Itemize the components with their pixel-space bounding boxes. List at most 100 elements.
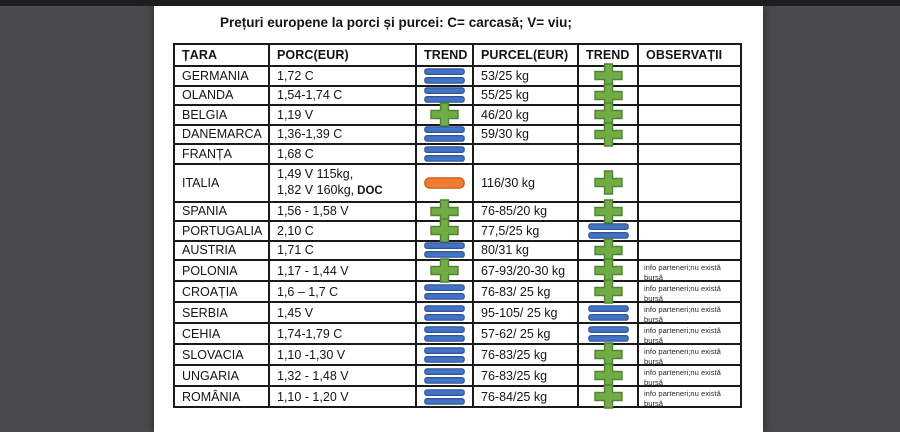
porc-trend-cell xyxy=(417,164,474,203)
header-label: PORC(EUR) xyxy=(277,48,349,62)
observations-cell: info parteneri;nu există bursă xyxy=(639,282,742,303)
trend-stable-icon xyxy=(424,388,465,405)
trend-stable-icon xyxy=(424,283,465,300)
porc-price: 2,10 C xyxy=(277,223,314,238)
porc-price: 1,10 -1,30 V xyxy=(277,347,346,362)
purcel-price: 116/30 kg xyxy=(481,175,535,190)
purcel-price-cell: 76-83/25 kg xyxy=(474,366,579,387)
porc-price-cell: 1,19 V xyxy=(270,106,417,126)
observations-cell xyxy=(639,241,742,261)
purcel-price: 59/30 kg xyxy=(481,127,529,142)
porc-trend-cell xyxy=(417,345,474,366)
country-name: CEHIA xyxy=(182,326,221,341)
porc-price-cell: 1,17 - 1,44 V xyxy=(270,261,417,282)
porc-price: 1,49 V 115kg, xyxy=(277,167,354,181)
porc-trend-cell xyxy=(417,387,474,408)
observations-cell: info parteneri;nu există bursă xyxy=(639,387,742,408)
porc-price: 1,54-1,74 C xyxy=(277,88,343,103)
observations-cell: info parteneri;nu există bursă xyxy=(639,303,742,324)
purcel-price-cell: 77,5/25 kg xyxy=(474,222,579,242)
porc-price: 1,10 - 1,20 V xyxy=(277,389,349,404)
purcel-price-cell: 95-105/ 25 kg xyxy=(474,303,579,324)
window-top-bar xyxy=(0,0,900,6)
country-name: FRANȚA xyxy=(182,146,232,161)
purcel-price: 76-83/ 25 kg xyxy=(481,284,551,299)
observations-cell: info parteneri;nu există bursă xyxy=(639,366,742,387)
porc-price-cell: 1,74-1,79 C xyxy=(270,324,417,345)
trend-stable-icon xyxy=(424,145,465,162)
observations-text: info parteneri;nu există bursă xyxy=(644,326,721,345)
porc-price-line2: 1,82 V 160kg, DOC xyxy=(277,182,383,199)
header-label: ȚARA xyxy=(182,48,218,62)
observations-text: info parteneri;nu există bursă xyxy=(644,263,721,282)
observations-text: info parteneri;nu există bursă xyxy=(644,284,721,303)
trend-stable-icon xyxy=(587,222,629,239)
porc-price: 1,6 – 1,7 C xyxy=(277,284,339,299)
header-observations: OBSERVAȚII xyxy=(639,45,742,67)
header-label: TREND xyxy=(586,48,630,62)
porc-price: 1,45 V xyxy=(277,305,314,320)
country-cell: BELGIA xyxy=(175,106,270,126)
porc-price: 1,72 C xyxy=(277,68,314,83)
purcel-price-cell: 116/30 kg xyxy=(474,164,579,203)
country-cell: CEHIA xyxy=(175,324,270,345)
porc-trend-cell xyxy=(417,125,474,145)
observations-cell: info parteneri;nu există bursă xyxy=(639,324,742,345)
observations-text: info parteneri;nu există bursă xyxy=(644,368,721,387)
porc-price-cell: 1,71 C xyxy=(270,241,417,261)
purcel-price: 67-93/20-30 kg xyxy=(481,263,566,278)
trend-down-icon xyxy=(424,176,465,189)
purcel-price: 80/31 kg xyxy=(481,243,529,258)
trend-stable-icon xyxy=(424,325,465,342)
porc-price: 1,56 - 1,58 V xyxy=(277,204,349,219)
observations-cell: info parteneri;nu există bursă xyxy=(639,345,742,366)
country-name: SLOVACIA xyxy=(182,347,244,362)
country-cell: PORTUGALIA xyxy=(175,222,270,242)
doc-label: DOC xyxy=(357,185,383,197)
observations-cell xyxy=(639,164,742,203)
porc-price-cell: 1,36-1,39 C xyxy=(270,125,417,145)
trend-stable-icon xyxy=(587,325,629,342)
porc-trend-cell xyxy=(417,324,474,345)
trend-stable-icon xyxy=(424,67,465,84)
trend-up-icon xyxy=(593,170,623,195)
country-cell: GERMANIA xyxy=(175,67,270,87)
porc-price-cell: 2,10 C xyxy=(270,222,417,242)
header-porc-trend: TREND xyxy=(417,45,474,67)
purcel-price: 76-85/20 kg xyxy=(481,204,548,219)
purcel-price: 76-83/25 kg xyxy=(481,368,548,383)
trend-up-icon xyxy=(430,102,459,127)
country-name: BELGIA xyxy=(182,107,228,122)
porc-price-cell: 1,10 -1,30 V xyxy=(270,345,417,366)
purcel-price-cell: 80/31 kg xyxy=(474,241,579,261)
purcel-price: 55/25 kg xyxy=(481,88,529,103)
purcel-price: 46/20 kg xyxy=(481,107,529,122)
purcel-trend-cell xyxy=(579,145,639,165)
purcel-price-cell: 76-84/25 kg xyxy=(474,387,579,408)
porc-trend-cell xyxy=(417,67,474,87)
country-cell: SERBIA xyxy=(175,303,270,324)
trend-stable-icon xyxy=(424,126,465,143)
purcel-price: 57-62/ 25 kg xyxy=(481,326,551,341)
trend-up-icon xyxy=(593,122,623,147)
country-cell: OLANDA xyxy=(175,86,270,106)
country-cell: CROAȚIA xyxy=(175,282,270,303)
country-name: AUSTRIA xyxy=(182,243,237,258)
porc-trend-cell xyxy=(417,102,474,127)
country-name: ITALIA xyxy=(182,175,220,190)
purcel-price-cell: 59/30 kg xyxy=(474,125,579,145)
porc-price-cell: 1,72 C xyxy=(270,67,417,87)
purcel-price-cell: 53/25 kg xyxy=(474,67,579,87)
trend-stable-icon xyxy=(424,367,465,384)
country-cell: POLONIA xyxy=(175,261,270,282)
porc-price-cell: 1,56 - 1,58 V xyxy=(270,202,417,222)
purcel-trend-cell xyxy=(579,279,639,304)
trend-up-icon xyxy=(593,384,623,409)
trend-stable-icon xyxy=(424,346,465,363)
observations-cell xyxy=(639,125,742,145)
observations-cell xyxy=(639,67,742,87)
porc-price-cell: 1,49 V 115kg, 1,82 V 160kg, DOC xyxy=(270,164,417,203)
porc-trend-cell xyxy=(417,145,474,165)
price-table: ȚARA PORC(EUR) TREND PURCEL(EUR) TREND OBSERV… xyxy=(173,43,742,409)
observations-cell xyxy=(639,222,742,242)
